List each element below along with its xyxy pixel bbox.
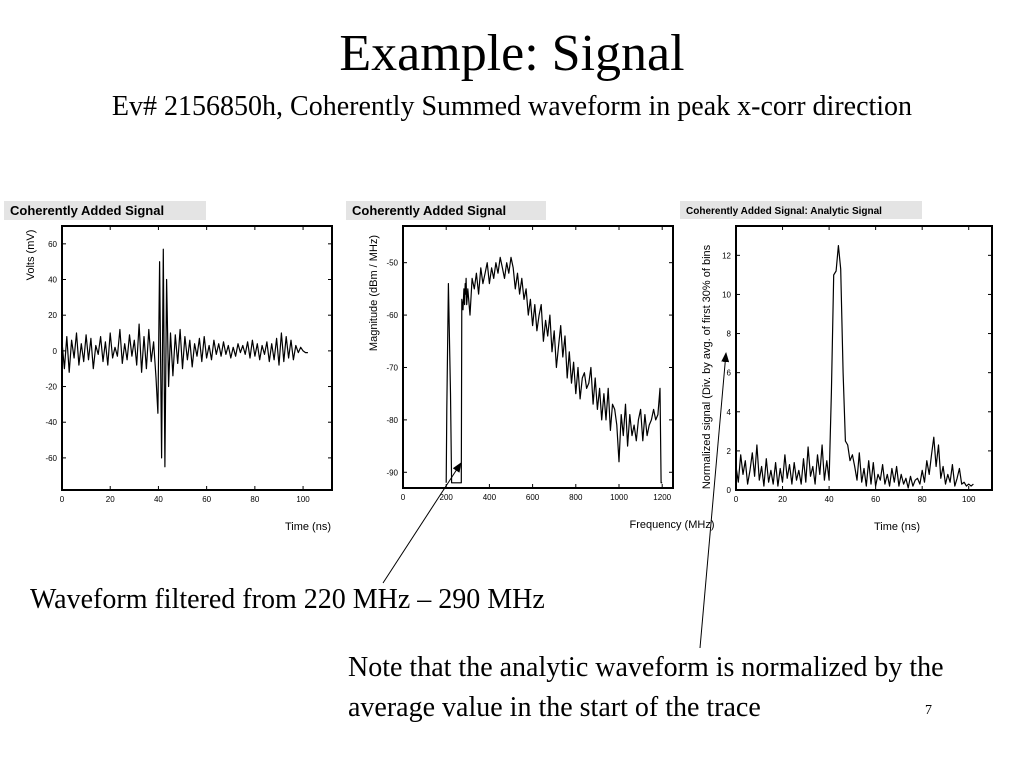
y-tick-label: -20 xyxy=(45,383,57,392)
y-axis-label: Normalized signal (Div. by avg. of first… xyxy=(701,244,713,489)
series-line xyxy=(61,248,308,468)
x-tick-label: 60 xyxy=(202,495,211,504)
y-tick-label: 60 xyxy=(48,240,57,249)
x-tick-label: 400 xyxy=(483,493,497,502)
y-tick-label: 40 xyxy=(48,276,57,285)
panel-header-band xyxy=(680,201,922,219)
x-tick-label: 1000 xyxy=(610,493,628,502)
x-tick-label: 600 xyxy=(526,493,540,502)
x-tick-label: 800 xyxy=(569,493,583,502)
x-axis-label: Time (ns) xyxy=(874,521,920,533)
y-tick-label: 0 xyxy=(727,486,732,495)
x-tick-label: 0 xyxy=(401,493,406,502)
y-axis-label: Volts (mV) xyxy=(25,230,37,281)
panel-title: Coherently Added Signal: Analytic Signal xyxy=(686,206,882,217)
x-tick-label: 20 xyxy=(778,495,787,504)
x-tick-label: 100 xyxy=(296,495,310,504)
x-tick-label: 40 xyxy=(154,495,163,504)
normalization-arrow xyxy=(699,352,730,649)
y-tick-label: 12 xyxy=(722,251,731,260)
x-tick-label: 60 xyxy=(871,495,880,504)
y-tick-label: -60 xyxy=(386,311,398,320)
y-tick-label: 0 xyxy=(53,347,58,356)
y-tick-label: -80 xyxy=(386,416,398,425)
y-tick-label: -90 xyxy=(386,468,398,477)
filter-caption: Waveform filtered from 220 MHz – 290 MHz xyxy=(30,584,545,615)
series-line xyxy=(445,256,663,484)
y-tick-label: -50 xyxy=(386,259,398,268)
x-tick-label: 0 xyxy=(60,495,65,504)
panel-title: Coherently Added Signal xyxy=(10,203,164,218)
panel-header-band xyxy=(4,201,206,220)
y-tick-label: 10 xyxy=(722,290,731,299)
series-line xyxy=(735,245,974,489)
y-tick-label: -60 xyxy=(45,454,57,463)
slide-subtitle: Ev# 2156850h, Coherently Summed waveform… xyxy=(111,91,913,122)
plot-frame xyxy=(402,225,674,489)
x-tick-label: 1200 xyxy=(653,493,671,502)
plot-frame xyxy=(61,225,333,491)
y-tick-label: 20 xyxy=(48,311,57,320)
page-number: 7 xyxy=(925,703,932,718)
y-tick-label: 8 xyxy=(727,330,732,339)
y-tick-label: 6 xyxy=(727,369,732,378)
x-tick-label: 200 xyxy=(440,493,454,502)
x-tick-label: 40 xyxy=(825,495,834,504)
x-tick-label: 100 xyxy=(962,495,976,504)
x-tick-label: 0 xyxy=(734,495,739,504)
slide-title: Example: Signal xyxy=(339,25,685,82)
y-tick-label: 4 xyxy=(727,408,732,417)
y-tick-label: -70 xyxy=(386,363,398,372)
filter-arrow xyxy=(382,462,462,584)
x-tick-label: 80 xyxy=(918,495,927,504)
normalization-note: Note that the analytic waveform is norma… xyxy=(348,652,944,723)
plot-frame xyxy=(735,225,993,491)
y-axis-label: Magnitude (dBm / MHz) xyxy=(368,235,380,351)
x-tick-label: 20 xyxy=(106,495,115,504)
x-axis-label: Time (ns) xyxy=(285,521,331,533)
x-tick-label: 80 xyxy=(250,495,259,504)
x-axis-label: Frequency (MHz) xyxy=(630,519,715,531)
y-tick-label: 2 xyxy=(727,447,732,456)
panel-header-band xyxy=(346,201,546,220)
y-tick-label: -40 xyxy=(45,418,57,427)
panel-title: Coherently Added Signal xyxy=(352,203,506,218)
